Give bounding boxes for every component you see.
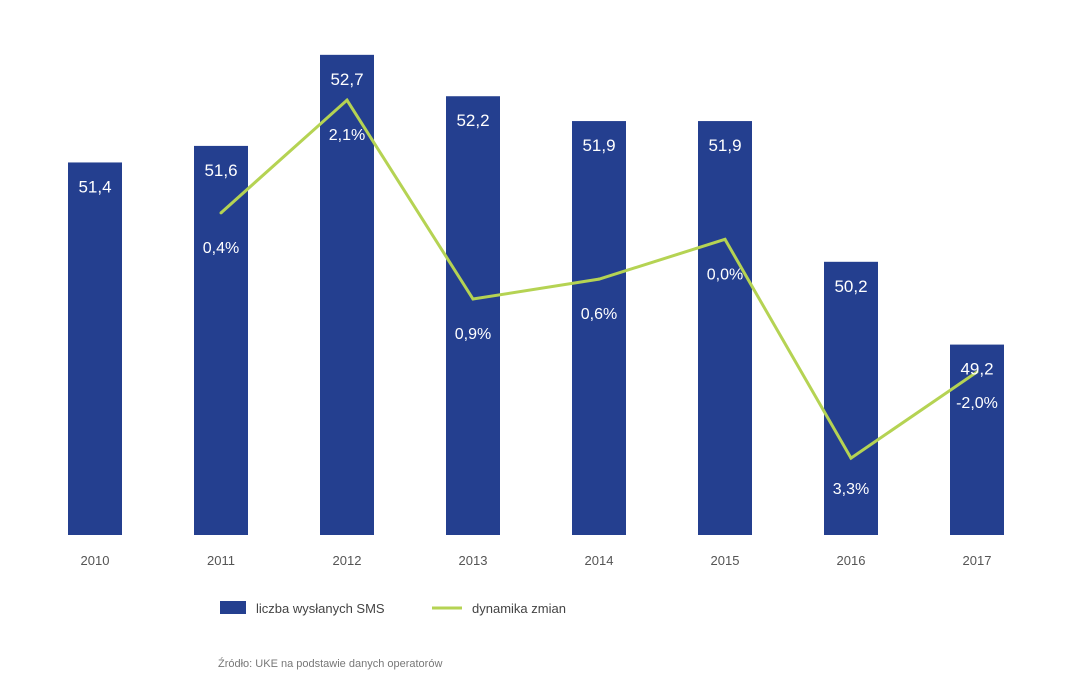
bar-label-2011: 51,6 (204, 161, 237, 180)
line-label-2017: -2,0% (956, 395, 998, 412)
legend: liczba wysłanych SMS dynamika zmian (220, 601, 566, 616)
bar-2010 (68, 162, 122, 535)
labels-layer: 51,4 51,6 52,7 52,2 51,9 51,9 50,2 49,2 0,4% 2,1%… (78, 70, 997, 498)
line-label-2014: 0,6% (581, 306, 617, 323)
x-tick-2010: 2010 (81, 553, 110, 568)
bar-label-2012: 52,7 (330, 70, 363, 89)
line-point-2017 (975, 370, 979, 374)
x-tick-2011: 2011 (207, 553, 235, 568)
line-layer (219, 97, 979, 461)
bar-label-2010: 51,4 (78, 177, 111, 196)
bar-label-2014: 51,9 (582, 136, 615, 155)
bar-label-2013: 52,2 (456, 111, 489, 130)
source-note: Źródło: UKE na podstawie danych operator… (218, 657, 442, 670)
line-point-2011 (219, 211, 223, 215)
x-tick-2013: 2013 (459, 553, 488, 568)
line-label-2011: 0,4% (203, 240, 239, 257)
bar-2015 (698, 121, 752, 535)
line-label-2015: 0,0% (707, 266, 743, 283)
line-label-2013: 0,9% (455, 326, 491, 343)
bar-2016 (824, 261, 878, 535)
bar-2013 (446, 96, 500, 536)
line-point-2015 (723, 237, 727, 241)
line-point-2016 (849, 456, 853, 460)
bar-2012 (320, 54, 374, 536)
line-label-2016: 3,3% (833, 481, 869, 498)
bar-label-2015: 51,9 (708, 136, 741, 155)
line-point-2013 (471, 297, 475, 301)
bars-layer (68, 54, 1004, 536)
x-tick-2014: 2014 (585, 553, 614, 568)
x-tick-2015: 2015 (711, 553, 740, 568)
legend-label-line: dynamika zmian (472, 601, 566, 616)
line-point-2012 (345, 98, 349, 102)
bar-2014 (572, 121, 626, 535)
bar-label-2017: 49,2 (960, 360, 993, 379)
x-tick-2016: 2016 (837, 553, 866, 568)
x-axis: 2010 2011 2012 2013 2014 2015 2016 2017 (81, 553, 992, 568)
legend-label-bars: liczba wysłanych SMS (256, 601, 385, 616)
bar-label-2016: 50,2 (834, 277, 867, 296)
legend-swatch-bars (220, 601, 246, 614)
x-tick-2012: 2012 (333, 553, 362, 568)
line-point-2014 (597, 277, 601, 281)
bar-2017 (950, 344, 1004, 535)
x-tick-2017: 2017 (963, 553, 992, 568)
bar-2011 (194, 145, 248, 535)
line-label-2012: 2,1% (329, 127, 365, 144)
